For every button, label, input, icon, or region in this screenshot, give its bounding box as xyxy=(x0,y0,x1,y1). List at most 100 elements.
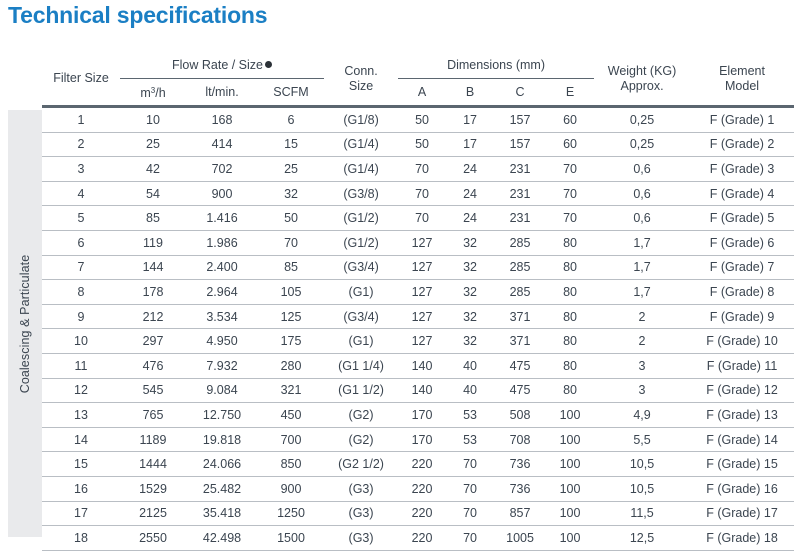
cell-filter-size: 6 xyxy=(42,230,120,256)
cell-flow-ltmin: 19.818 xyxy=(186,427,258,453)
cell-conn-size: (G3/8) xyxy=(324,181,399,207)
cell-dim-e: 70 xyxy=(546,205,595,231)
cell-filter-size: 11 xyxy=(42,353,120,379)
cell-weight: 0,6 xyxy=(594,205,691,231)
cell-conn-size: (G3) xyxy=(324,501,399,527)
cell-filter-size: 4 xyxy=(42,181,120,207)
cell-dim-e: 60 xyxy=(546,108,595,133)
cell-conn-size: (G3/4) xyxy=(324,304,399,330)
cell-conn-size: (G1/8) xyxy=(324,108,399,133)
cell-conn-size: (G1) xyxy=(324,328,399,354)
cell-dim-b: 24 xyxy=(446,156,495,182)
cell-weight: 10,5 xyxy=(594,476,691,502)
cell-dim-b: 70 xyxy=(446,451,495,477)
table-row: 18 2550 42.498 1500 (G3) 220 70 1005 100 12,5 F (G… xyxy=(42,525,795,551)
cell-weight: 4,9 xyxy=(594,402,691,428)
cell-dim-e: 70 xyxy=(546,181,595,207)
cell-flow-scfm: 1500 xyxy=(258,525,325,551)
cell-conn-size: (G1 1/4) xyxy=(324,353,399,379)
cell-dim-a: 140 xyxy=(398,378,447,404)
cell-flow-m3h: 1529 xyxy=(120,476,186,502)
cell-element-model: F (Grade) 15 xyxy=(690,451,795,477)
table-row: 2 25 414 15 (G1/4) 50 17 157 60 0,25 F (Grade) 2 xyxy=(42,132,795,158)
cell-flow-ltmin: 168 xyxy=(186,108,258,133)
cell-weight: 12,5 xyxy=(594,525,691,551)
cell-dim-b: 53 xyxy=(446,402,495,428)
cell-weight: 2 xyxy=(594,304,691,330)
cell-dim-e: 80 xyxy=(546,230,595,256)
cell-dim-e: 80 xyxy=(546,304,595,330)
cell-weight: 11,5 xyxy=(594,501,691,527)
cell-weight: 1,7 xyxy=(594,279,691,305)
cell-conn-size: (G3/4) xyxy=(324,255,399,281)
cell-conn-size: (G1/2) xyxy=(324,230,399,256)
col-header-dim-c: C xyxy=(515,84,525,99)
table-row: 5 85 1.416 50 (G1/2) 70 24 231 70 0,6 F (Grade) 5 xyxy=(42,205,795,231)
cell-flow-ltmin: 702 xyxy=(186,156,258,182)
cell-dim-b: 17 xyxy=(446,108,495,133)
table-body: 1 10 168 6 (G1/8) 50 17 157 60 0,25 F (Grade) 1 2 25… xyxy=(42,108,795,551)
cell-dim-a: 50 xyxy=(398,132,447,158)
cell-dim-a: 127 xyxy=(398,230,447,256)
cell-dim-e: 70 xyxy=(546,156,595,182)
table-row: 14 1189 19.818 700 (G2) 170 53 708 100 5,5 F (Grad… xyxy=(42,427,795,453)
cell-weight: 0,6 xyxy=(594,181,691,207)
cell-element-model: F (Grade) 6 xyxy=(690,230,795,256)
header-subgroup-row: m3/h lt/min. SCFM A B C E xyxy=(42,79,794,106)
cell-flow-m3h: 1444 xyxy=(120,451,186,477)
cell-filter-size: 13 xyxy=(42,402,120,428)
cell-conn-size: (G2) xyxy=(324,402,399,428)
cell-element-model: F (Grade) 13 xyxy=(690,402,795,428)
cell-filter-size: 9 xyxy=(42,304,120,330)
cell-dim-c: 371 xyxy=(494,328,547,354)
cell-dim-b: 32 xyxy=(446,279,495,305)
cell-flow-ltmin: 2.400 xyxy=(186,255,258,281)
cell-flow-scfm: 6 xyxy=(258,108,325,133)
cell-dim-b: 40 xyxy=(446,353,495,379)
cell-weight: 0,6 xyxy=(594,156,691,182)
category-band-label: Coalescing & Particulate xyxy=(18,254,32,393)
cell-dim-b: 70 xyxy=(446,525,495,551)
cell-dim-e: 80 xyxy=(546,279,595,305)
col-header-conn-size-line2: Size xyxy=(348,78,374,93)
cell-flow-m3h: 25 xyxy=(120,132,186,158)
cell-conn-size: (G3) xyxy=(324,476,399,502)
cell-flow-scfm: 125 xyxy=(258,304,325,330)
cell-dim-a: 220 xyxy=(398,501,447,527)
cell-element-model: F (Grade) 7 xyxy=(690,255,795,281)
cell-filter-size: 5 xyxy=(42,205,120,231)
cell-element-model: F (Grade) 17 xyxy=(690,501,795,527)
table-row: 11 476 7.932 280 (G1 1/4) 140 40 475 80 3 F (Grade… xyxy=(42,353,795,379)
col-header-weight-line1: Weight (KG) xyxy=(607,63,677,78)
cell-flow-m3h: 1189 xyxy=(120,427,186,453)
cell-dim-c: 157 xyxy=(494,132,547,158)
cell-dim-c: 157 xyxy=(494,108,547,133)
cell-flow-scfm: 85 xyxy=(258,255,325,281)
cell-flow-m3h: 212 xyxy=(120,304,186,330)
cell-element-model: F (Grade) 2 xyxy=(690,132,795,158)
header-separator-rule xyxy=(42,105,795,108)
col-header-element-model-line2: Model xyxy=(725,78,760,93)
cell-weight: 1,7 xyxy=(594,255,691,281)
cell-flow-ltmin: 42.498 xyxy=(186,525,258,551)
cell-conn-size: (G1 1/2) xyxy=(324,378,399,404)
table-row: 1 10 168 6 (G1/8) 50 17 157 60 0,25 F (Grade) 1 xyxy=(42,108,795,133)
col-header-dimensions-group: Dimensions (mm) xyxy=(398,52,595,79)
col-header-element-model-line1: Element xyxy=(719,63,765,78)
col-header-conn-size-line1: Conn. xyxy=(344,63,378,78)
cell-conn-size: (G1/2) xyxy=(324,205,399,231)
cell-flow-m3h: 2550 xyxy=(120,525,186,551)
cell-dim-e: 100 xyxy=(546,525,595,551)
cell-flow-ltmin: 1.416 xyxy=(186,205,258,231)
cell-dim-e: 100 xyxy=(546,427,595,453)
cell-dim-e: 60 xyxy=(546,132,595,158)
col-header-dim-a: A xyxy=(417,84,427,99)
table-row: 15 1444 24.066 850 (G2 1/2) 220 70 736 100 10,5 F … xyxy=(42,451,795,477)
table-row: 10 297 4.950 175 (G1) 127 32 371 80 2 F (Grade) 10 xyxy=(42,328,795,354)
cell-dim-c: 1005 xyxy=(494,525,547,551)
cell-dim-c: 736 xyxy=(494,451,547,477)
cell-flow-m3h: 54 xyxy=(120,181,186,207)
cell-dim-b: 17 xyxy=(446,132,495,158)
cell-flow-ltmin: 25.482 xyxy=(186,476,258,502)
cell-dim-b: 70 xyxy=(446,476,495,502)
